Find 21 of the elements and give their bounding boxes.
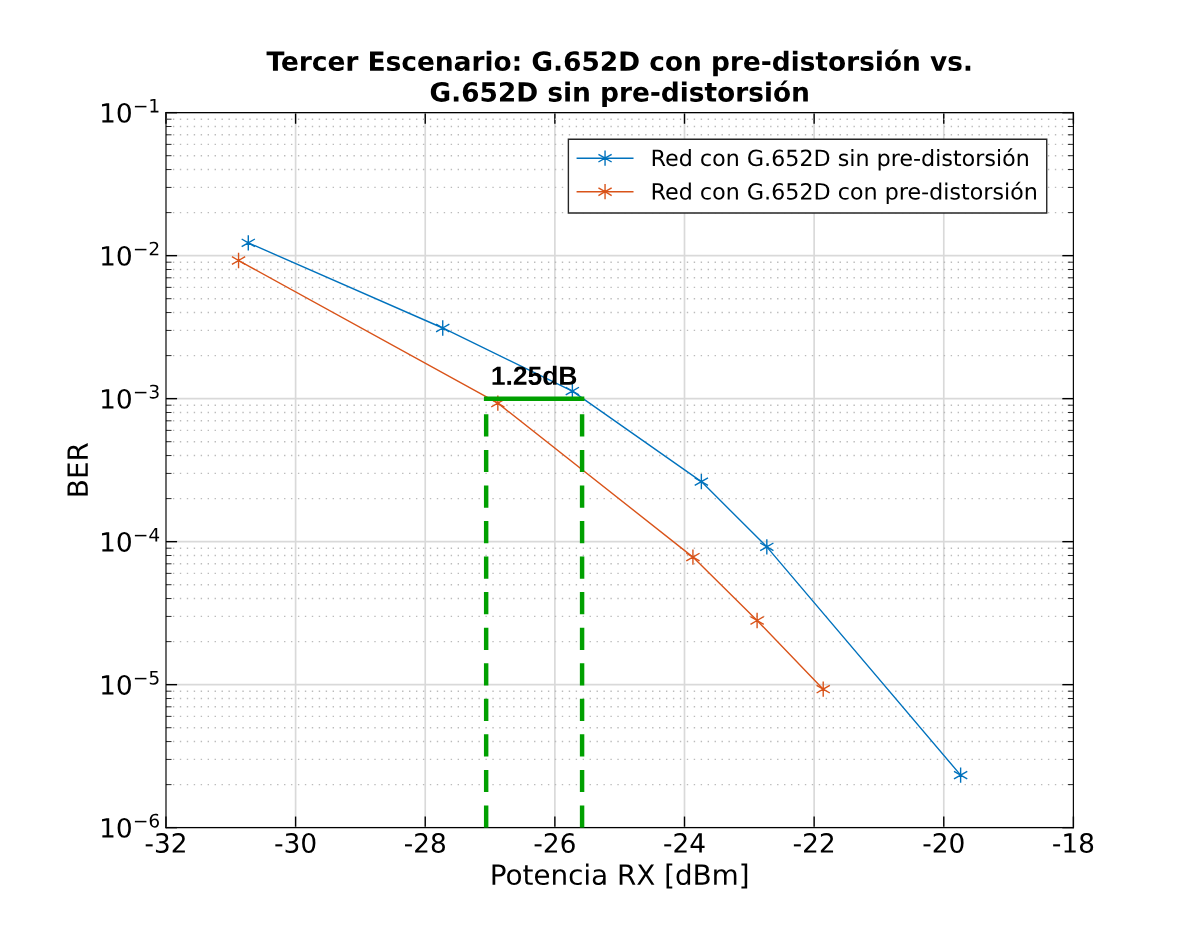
y-tick-label: 10$^{−2}$ (101, 241, 159, 266)
legend-label: Red con G.652D sin pre-distorsión (652, 148, 1028, 171)
point (749, 612, 765, 629)
x-tick-label: -32 (145, 832, 185, 853)
x-tick-label: -22 (793, 832, 834, 853)
legend-label: Red con G.652D con pre-distorsión (652, 181, 1036, 205)
y-tick-label: 10$^{−5}$ (101, 670, 159, 695)
y-tick-label: 10$^{−4}$ (101, 527, 160, 552)
x-tick-label: -24 (664, 832, 705, 853)
x-tick-label: -28 (404, 832, 445, 853)
chart-title: Tercer Escenario: G.652D con pre-distorsión vs. G.652D sin pre-distorsión (266, 49, 971, 108)
x-axis-title: Potencia RX [dBm] (492, 863, 748, 889)
x-tick-label: -20 (923, 832, 964, 853)
x-tick-label: -26 (534, 832, 575, 853)
point (759, 538, 775, 556)
y-tick-label: 10$^{−1}$ (101, 98, 159, 123)
y-axis-title: BER (67, 443, 88, 496)
x-tick-label: -18 (1053, 832, 1094, 853)
point (685, 548, 701, 566)
y-tick-label: 10$^{−3}$ (101, 384, 159, 409)
x-tick-label: -30 (275, 832, 316, 853)
